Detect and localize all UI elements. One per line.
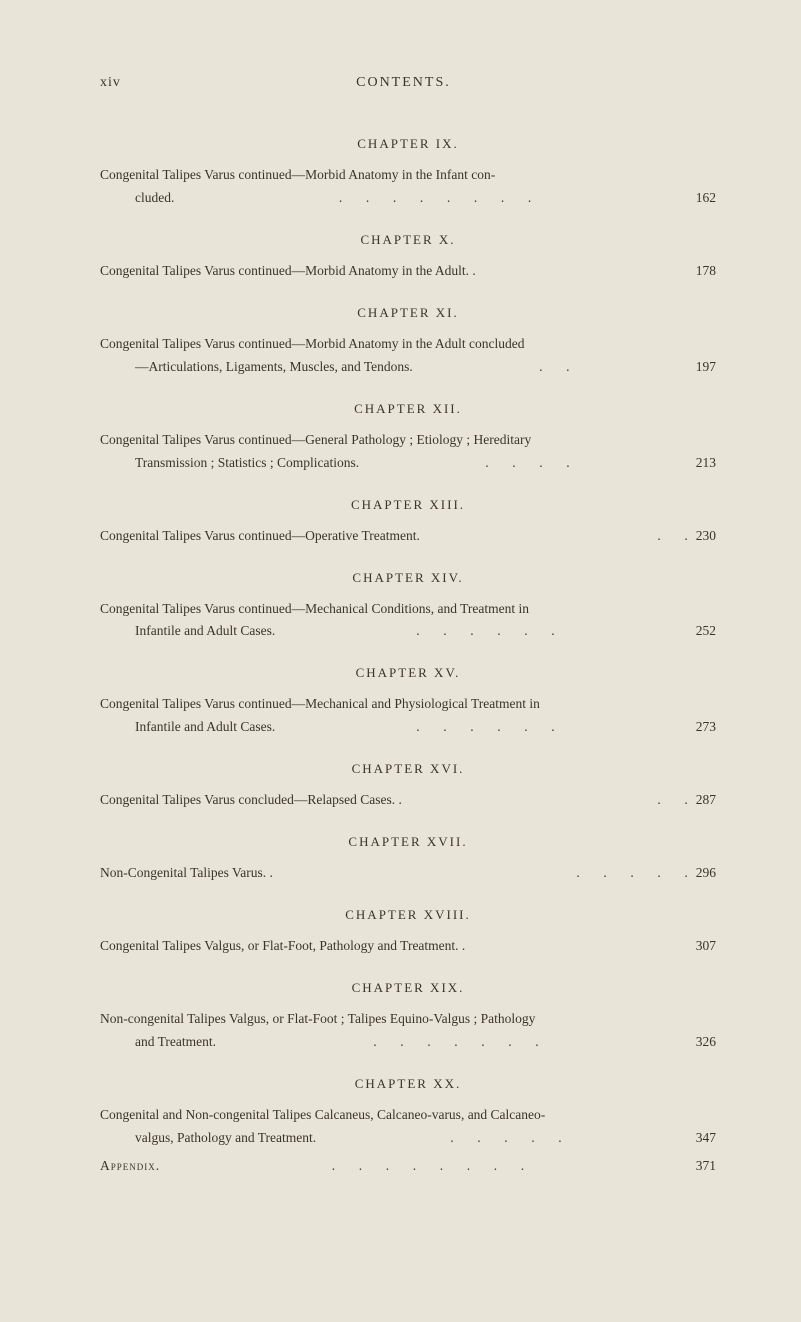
chapter-entry: Congenital Talipes Varus continued—Morbi…: [100, 164, 716, 210]
chapter-entry: Congenital and Non-congenital Talipes Ca…: [100, 1104, 716, 1150]
entry-line1: Non-congenital Talipes Valgus, or Flat-F…: [100, 1008, 716, 1031]
chapter-entry: Congenital Talipes Varus continued—Mecha…: [100, 693, 716, 739]
chapter-heading: CHAPTER XVI.: [100, 761, 716, 777]
chapter-entry: Non-congenital Talipes Valgus, or Flat-F…: [100, 1008, 716, 1054]
chapter-entry: Non-Congenital Talipes Varus. .. . . . .…: [100, 862, 716, 885]
entry-page: 287: [696, 789, 716, 812]
entry-line2-text: and Treatment.: [135, 1031, 216, 1054]
chapters-list: CHAPTER IX. Congenital Talipes Varus cont…: [100, 136, 716, 1150]
entry-line1: Congenital and Non-congenital Talipes Ca…: [100, 1104, 716, 1127]
page-header: xiv CONTENTS.: [100, 75, 716, 91]
appendix-entry: Appendix. . . . . . . . . 371: [100, 1158, 716, 1174]
entry-line2-text: —Articulations, Ligaments, Muscles, and …: [135, 356, 413, 379]
entry-dots: . . . . . . .: [216, 1031, 696, 1054]
entry-page: 307: [696, 935, 716, 958]
entry-line2-text: valgus, Pathology and Treatment.: [135, 1127, 316, 1150]
chapter-heading: CHAPTER XIV.: [100, 570, 716, 586]
entry-line1: Congenital Talipes Varus continued—Morbi…: [100, 164, 716, 187]
entry-line2: Infantile and Adult Cases.. . . . . .252: [100, 620, 716, 643]
chapter-heading: CHAPTER XI.: [100, 305, 716, 321]
entry-page: 326: [696, 1031, 716, 1054]
entry-line2-text: Transmission ; Statistics ; Complication…: [135, 452, 359, 475]
entry-line2: Transmission ; Statistics ; Complication…: [100, 452, 716, 475]
page-number-roman: xiv: [100, 75, 121, 91]
entry-dots: . . . . . .: [275, 716, 696, 739]
entry-line2: and Treatment.. . . . . . .326: [100, 1031, 716, 1054]
chapter-entry: Congenital Talipes Varus continued—Opera…: [100, 525, 716, 548]
entry-page: 213: [696, 452, 716, 475]
entry-line2-text: Infantile and Adult Cases.: [135, 620, 275, 643]
entry-page: 230: [696, 525, 716, 548]
chapter-heading: CHAPTER IX.: [100, 136, 716, 152]
entry-line2: cluded.. . . . . . . .162: [100, 187, 716, 210]
entry-dots: . .: [402, 789, 696, 812]
entry-line2: —Articulations, Ligaments, Muscles, and …: [100, 356, 716, 379]
appendix-label: Appendix.: [100, 1158, 160, 1174]
entry-line1: Congenital Talipes Varus continued—Morbi…: [100, 333, 716, 356]
chapter-heading: CHAPTER XX.: [100, 1076, 716, 1092]
entry-dots: . . . . .: [316, 1127, 696, 1150]
contents-title: CONTENTS.: [356, 75, 451, 91]
chapter-heading: CHAPTER XVIII.: [100, 907, 716, 923]
entry-dots: . . . . . . . .: [174, 187, 695, 210]
chapter-heading: CHAPTER XIII.: [100, 497, 716, 513]
chapter-heading: CHAPTER XIX.: [100, 980, 716, 996]
entry-page: 162: [696, 187, 716, 210]
entry-line2-text: Infantile and Adult Cases.: [135, 716, 275, 739]
entry-page: 347: [696, 1127, 716, 1150]
entry-page: 273: [696, 716, 716, 739]
chapter-heading: CHAPTER XV.: [100, 665, 716, 681]
entry-text: Congenital Talipes Valgus, or Flat-Foot,…: [100, 935, 465, 958]
chapter-entry: Congenital Talipes Varus continued—Mecha…: [100, 598, 716, 644]
chapter-entry: Congenital Talipes Varus concluded—Relap…: [100, 789, 716, 812]
entry-line2-text: cluded.: [135, 187, 174, 210]
entry-text: Congenital Talipes Varus concluded—Relap…: [100, 789, 402, 812]
entry-page: 178: [696, 260, 716, 283]
entry-line1: Congenital Talipes Varus continued—Mecha…: [100, 598, 716, 621]
chapter-heading: CHAPTER XVII.: [100, 834, 716, 850]
entry-dots: . .: [413, 356, 696, 379]
chapter-heading: CHAPTER XII.: [100, 401, 716, 417]
appendix-page: 371: [696, 1158, 716, 1174]
entry-dots: . . . . .: [273, 862, 696, 885]
entry-text: Congenital Talipes Varus continued—Morbi…: [100, 260, 476, 283]
chapter-entry: Congenital Talipes Varus continued—Gener…: [100, 429, 716, 475]
entry-line2: valgus, Pathology and Treatment.. . . . …: [100, 1127, 716, 1150]
entry-page: 252: [696, 620, 716, 643]
header-spacer: [686, 75, 716, 91]
entry-page: 197: [696, 356, 716, 379]
entry-dots: . . . . . .: [275, 620, 696, 643]
entry-text: Congenital Talipes Varus continued—Opera…: [100, 525, 420, 548]
appendix-dots: . . . . . . . .: [160, 1158, 696, 1174]
chapter-entry: Congenital Talipes Varus continued—Morbi…: [100, 333, 716, 379]
chapter-entry: Congenital Talipes Valgus, or Flat-Foot,…: [100, 935, 716, 958]
chapter-entry: Congenital Talipes Varus continued—Morbi…: [100, 260, 716, 283]
chapter-heading: CHAPTER X.: [100, 232, 716, 248]
entry-line2: Infantile and Adult Cases.. . . . . .273: [100, 716, 716, 739]
entry-line1: Congenital Talipes Varus continued—Mecha…: [100, 693, 716, 716]
entry-line1: Congenital Talipes Varus continued—Gener…: [100, 429, 716, 452]
entry-text: Non-Congenital Talipes Varus. .: [100, 862, 273, 885]
entry-dots: . . . .: [359, 452, 696, 475]
entry-page: 296: [696, 862, 716, 885]
entry-dots: . .: [420, 525, 696, 548]
